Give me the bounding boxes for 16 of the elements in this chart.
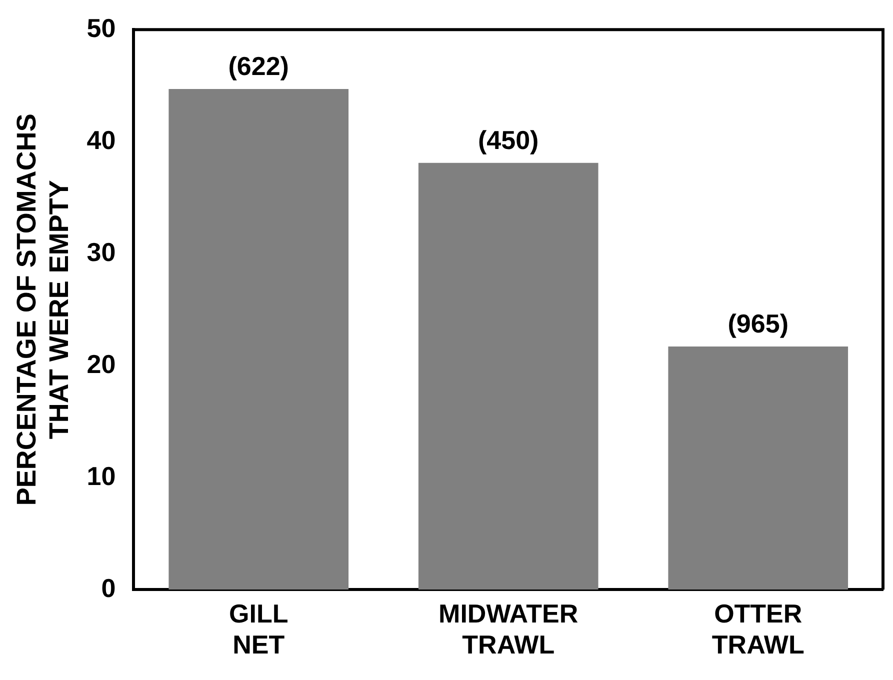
x-tick-label: GILL NET <box>228 598 288 660</box>
y-tick-label: 40 <box>86 124 116 155</box>
x-tick-label: MIDWATER TRAWL <box>438 598 578 660</box>
y-tick-label: 30 <box>86 236 116 267</box>
y-tick-label: 10 <box>86 460 116 491</box>
y-tick-label: 50 <box>86 12 116 43</box>
bar <box>418 162 598 590</box>
bar <box>168 88 349 590</box>
y-axis-title: PERCENTAGE OF STOMACHS THAT WERE EMPTY <box>12 114 74 506</box>
annotation: (450) <box>478 125 539 156</box>
annotation: (622) <box>228 51 289 82</box>
annotation: (965) <box>728 308 788 339</box>
y-tick-label: 20 <box>86 348 116 379</box>
x-tick-label: OTTER TRAWL <box>712 598 804 660</box>
y-tick-label: 0 <box>101 572 116 603</box>
bar <box>668 346 848 590</box>
